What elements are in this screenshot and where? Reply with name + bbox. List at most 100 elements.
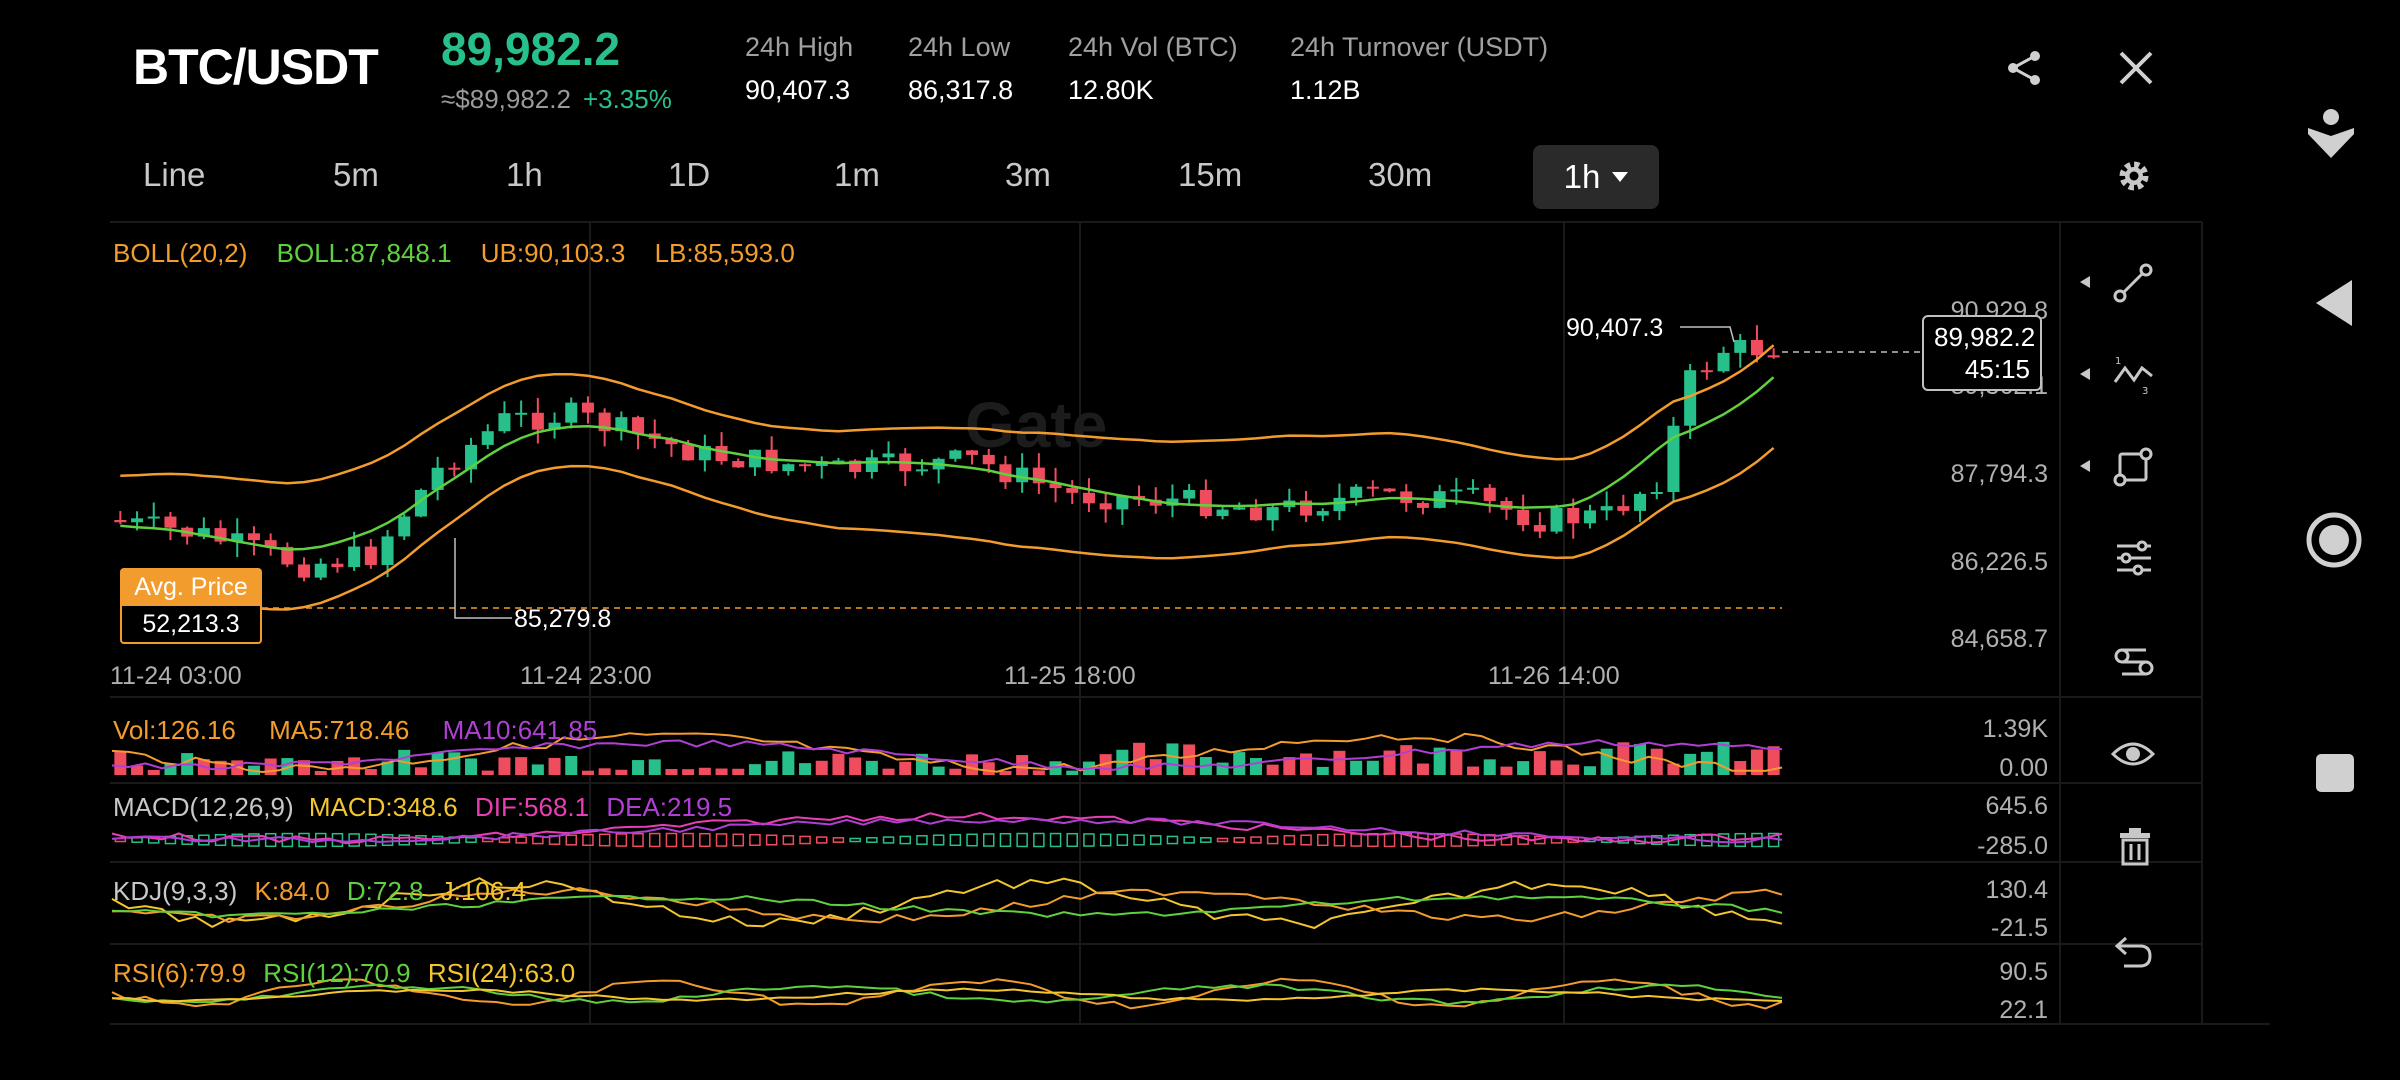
candle-body	[381, 536, 394, 565]
macd-hist-bar	[1016, 832, 1028, 848]
assistant-icon[interactable]	[2306, 108, 2356, 160]
kdj-d: D:72.8	[346, 876, 424, 906]
change-percent: +3.35%	[582, 84, 672, 114]
candle-body	[632, 417, 645, 434]
back-icon[interactable]	[2314, 278, 2354, 328]
macd-hist-bar	[1166, 835, 1179, 845]
macd-hist-bar	[1367, 832, 1379, 848]
stat-label: 24h Vol (BTC)	[1068, 32, 1238, 62]
home-icon[interactable]	[2306, 512, 2362, 568]
candle-body	[1383, 488, 1396, 492]
macd-hist-bar	[966, 833, 978, 847]
macd-hist-bar	[465, 837, 477, 843]
macd-hist-bar	[1667, 834, 1680, 846]
candle-body	[348, 546, 361, 568]
volume-bar	[1734, 761, 1747, 775]
expand-arrow-icon[interactable]	[2078, 274, 2092, 290]
pair-title[interactable]: BTC/USDT	[133, 39, 379, 95]
expand-arrow-icon[interactable]	[2078, 458, 2092, 474]
close-icon[interactable]	[2118, 50, 2154, 86]
time-axis-label: 11-26 14:00	[1488, 662, 1620, 690]
candle-body	[782, 464, 795, 472]
tab-15m[interactable]: 15m	[1178, 156, 1243, 193]
volume-bar	[1583, 766, 1596, 775]
kdj-k: K:84.0	[254, 876, 330, 906]
visibility-icon[interactable]	[2110, 738, 2156, 770]
macd-hist-bar	[598, 833, 611, 847]
macd-hist-bar	[715, 833, 728, 847]
macd-hist-bar	[1450, 833, 1463, 847]
volume-bar	[414, 767, 427, 775]
volume-bar	[515, 757, 528, 775]
kdj-d-line	[111, 894, 1783, 919]
macd-hist-bar	[999, 832, 1012, 848]
tab-1h[interactable]: 1h	[506, 156, 543, 193]
candle-body	[1049, 483, 1062, 489]
volume-bar	[164, 763, 177, 775]
macd-hist-bar	[1316, 833, 1329, 847]
trend-line-icon[interactable]	[2112, 262, 2154, 304]
volume-bar	[1016, 755, 1029, 775]
macd-hist-bar	[699, 832, 711, 848]
candle-body	[732, 461, 745, 468]
delete-icon[interactable]	[2118, 826, 2152, 866]
tab-1d[interactable]: 1D	[668, 156, 711, 193]
stat-value: 1.12B	[1290, 75, 1361, 105]
svg-text:3: 3	[2142, 386, 2148, 396]
candle-body	[865, 457, 878, 472]
boll-label: BOLL(20,2)	[113, 238, 248, 268]
candle-body	[1500, 500, 1513, 510]
macd-hist-bar	[932, 834, 945, 846]
rsi24-line	[111, 987, 1783, 1003]
boll-upper-line	[120, 344, 1775, 485]
volume-bar	[1617, 742, 1630, 775]
layout-icon[interactable]	[2114, 642, 2154, 682]
volume-bar	[882, 768, 895, 775]
volume-bar	[899, 761, 912, 775]
volume-bar	[748, 764, 761, 775]
macd-hist-bar	[882, 836, 895, 844]
boll-ub: UB:90,103.3	[480, 238, 626, 268]
candle-body	[1767, 355, 1780, 358]
candle-body	[515, 412, 528, 415]
undo-icon[interactable]	[2114, 934, 2154, 970]
macd-hist-bar	[899, 835, 912, 845]
volume-bar	[481, 770, 494, 775]
candle-body	[1600, 506, 1613, 511]
candle-body	[1066, 488, 1079, 493]
expand-arrow-icon[interactable]	[2078, 366, 2092, 382]
gear-icon[interactable]	[2116, 158, 2152, 194]
vol-axis-top: 1.39K	[1982, 715, 2048, 743]
candle-body	[915, 469, 928, 472]
macd-hist-bar	[1116, 833, 1129, 847]
tab-30m[interactable]: 30m	[1368, 156, 1433, 193]
tab-1m[interactable]: 1m	[834, 156, 880, 193]
recents-icon[interactable]	[2314, 752, 2356, 794]
candle-body	[1750, 340, 1763, 356]
time-axis-label: 11-24 03:00	[110, 662, 242, 690]
tab-line[interactable]: Line	[143, 156, 206, 193]
candle-body	[1266, 507, 1279, 521]
volume-bar	[1333, 750, 1346, 775]
indicator-settings-icon[interactable]	[2114, 538, 2154, 578]
fib-tool-icon[interactable]: 1 3	[2112, 354, 2154, 396]
tab-5m[interactable]: 5m	[333, 156, 379, 193]
low-marker-leader	[454, 538, 512, 619]
shape-tool-icon[interactable]	[2112, 446, 2154, 488]
timeframe-dropdown[interactable]: 1h	[1533, 145, 1659, 209]
candle-body	[1333, 497, 1346, 512]
volume-bar	[799, 763, 812, 775]
macd-hist-bar	[1099, 833, 1112, 847]
volume-bar	[114, 751, 127, 775]
macd-hist-bar	[615, 833, 628, 847]
candle-body	[1316, 511, 1329, 516]
stat-label: 24h High	[745, 32, 854, 62]
candle-body	[665, 438, 678, 445]
high-marker-leader	[1680, 326, 1735, 343]
candle-body	[1533, 525, 1546, 532]
share-icon[interactable]	[2004, 48, 2044, 88]
tab-3m[interactable]: 3m	[1005, 156, 1051, 193]
volume-bar	[1533, 751, 1546, 775]
rsi-legend: RSI(6):79.9 RSI(12):70.9 RSI(24):63.0	[113, 958, 575, 989]
